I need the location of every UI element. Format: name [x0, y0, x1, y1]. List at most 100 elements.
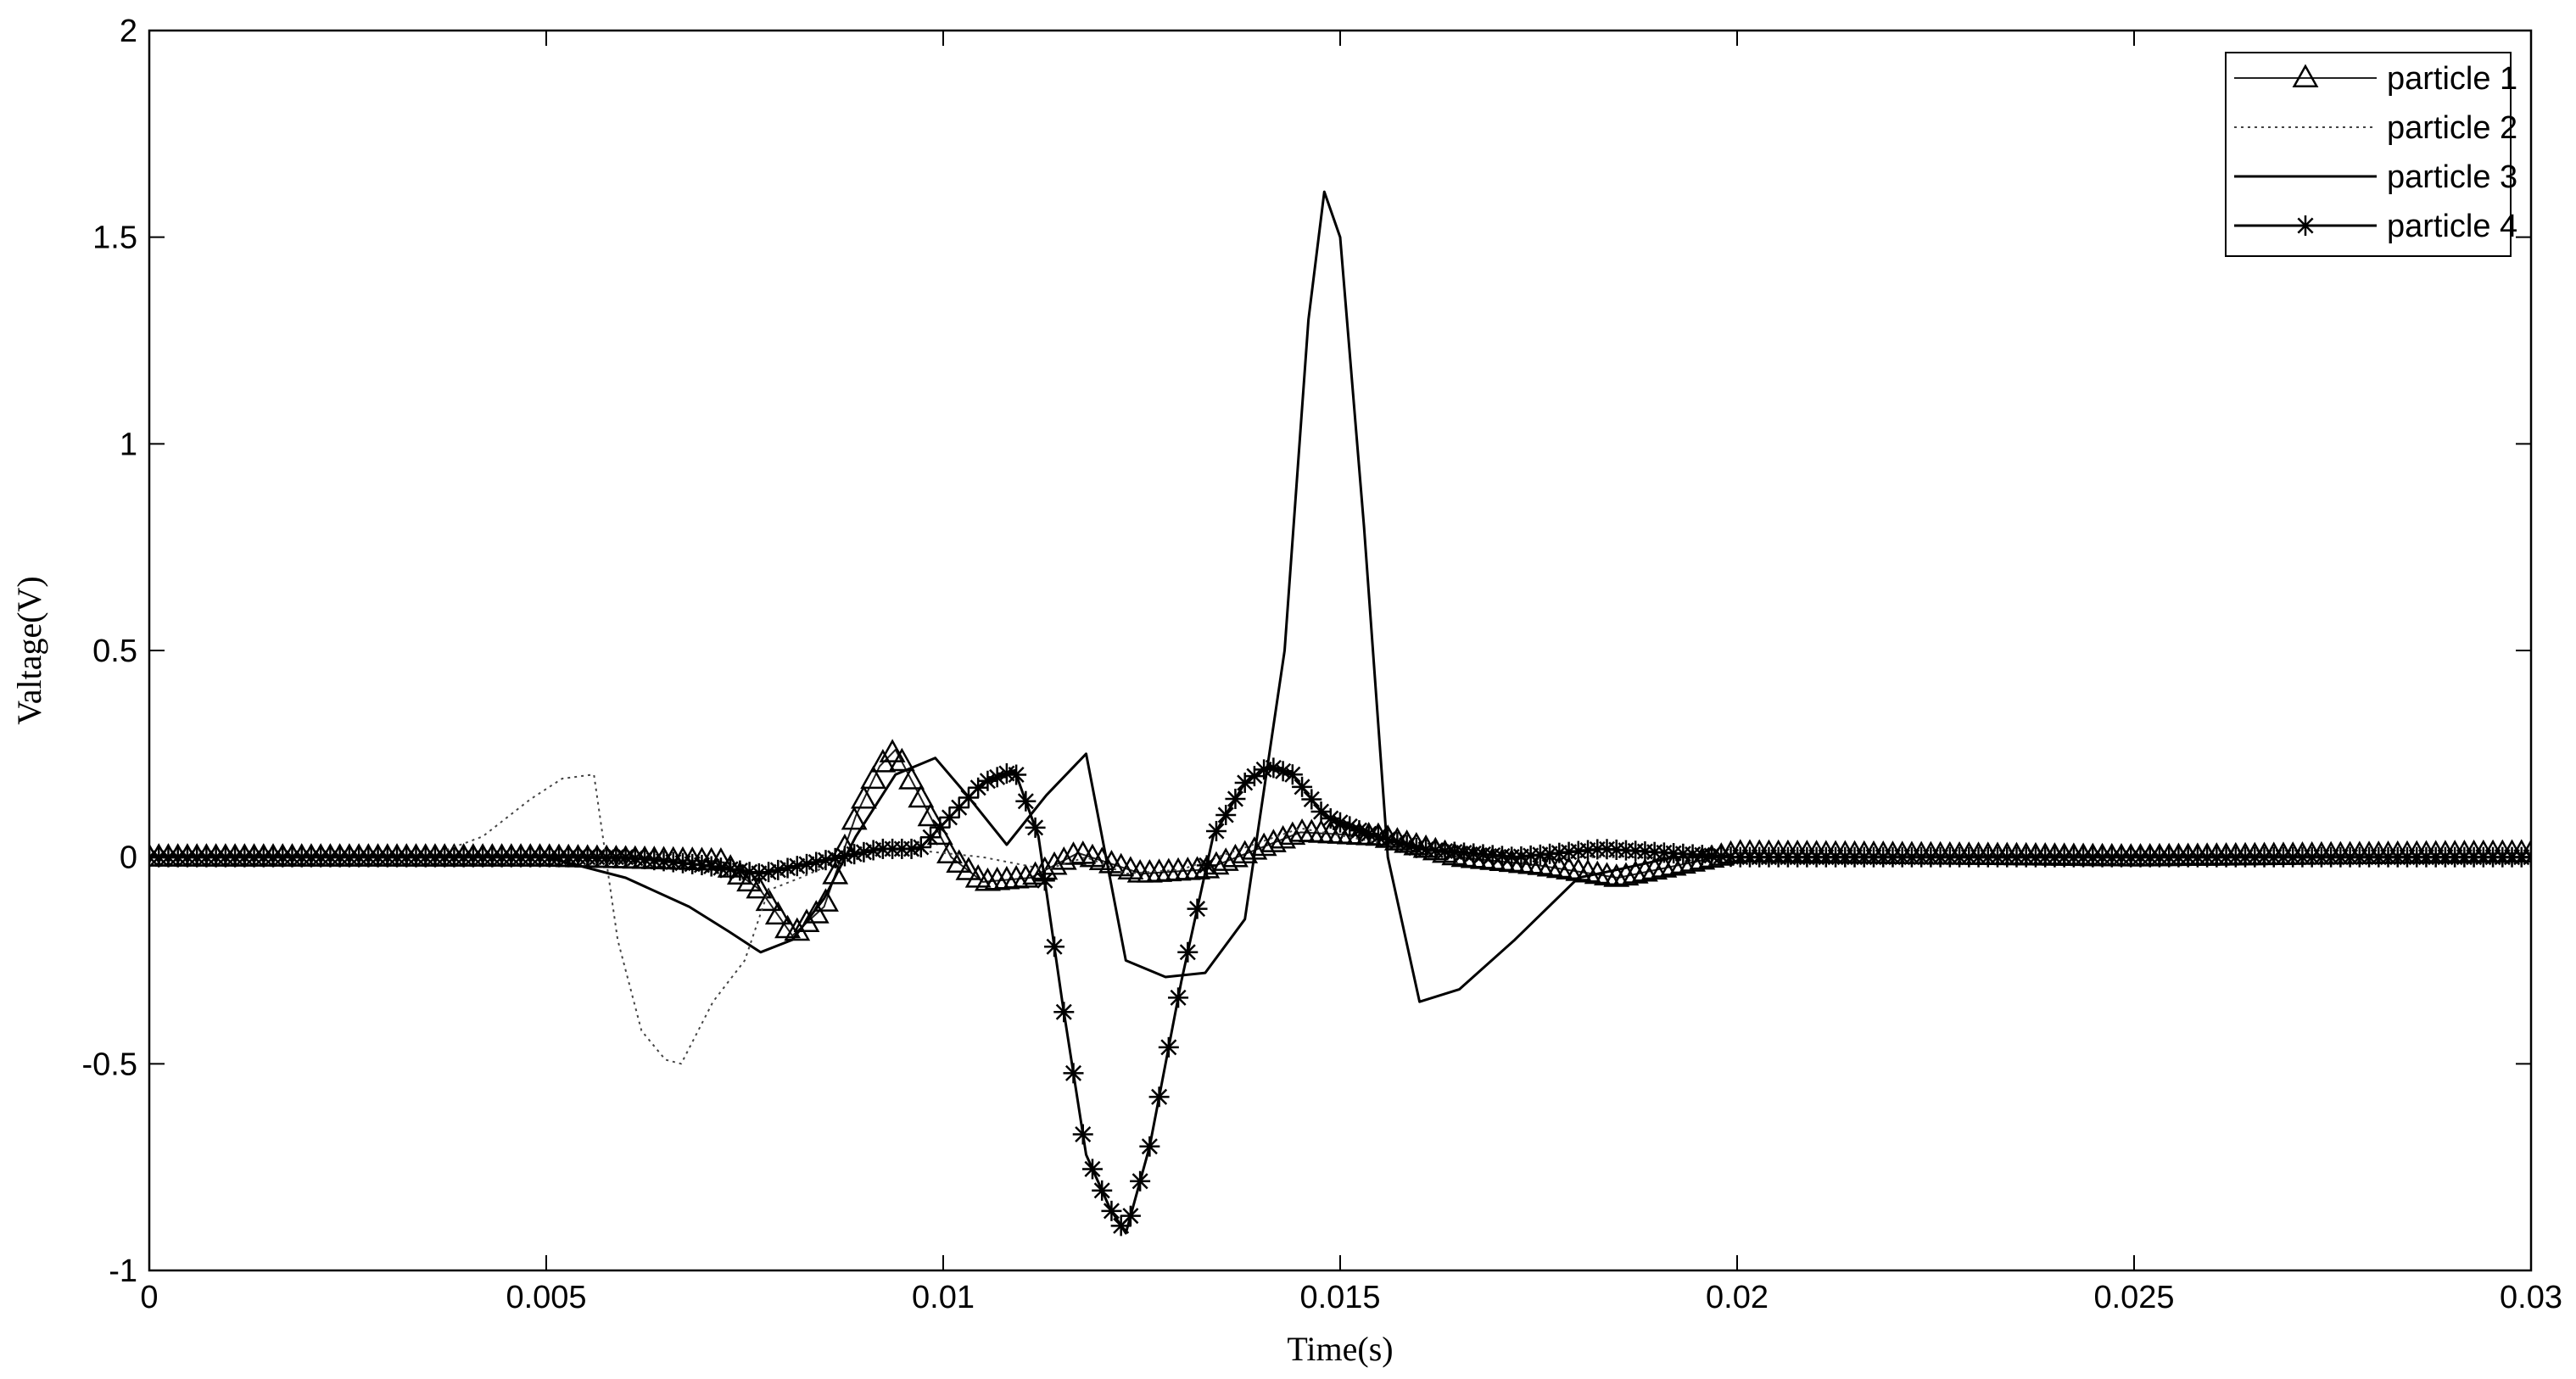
data-point: [1044, 936, 1065, 957]
data-point: [1130, 1170, 1151, 1192]
axis-ticks: [148, 30, 2532, 1271]
x-tick-label: 0.02: [1706, 1280, 1769, 1315]
data-point: [1641, 856, 1668, 880]
legend-entry: particle 1: [2234, 61, 2517, 97]
data-point: [1279, 821, 1306, 846]
series-3: [149, 190, 2531, 1003]
y-tick-label: 2: [120, 14, 137, 49]
data-point: [1603, 863, 1630, 887]
data-point: [1012, 863, 1039, 888]
data-point: [1260, 829, 1287, 852]
data-point: [1110, 1215, 1132, 1237]
plot-area: [148, 29, 2533, 1272]
data-point: [1053, 1002, 1075, 1023]
data-point: [1072, 1124, 1093, 1145]
data-point: [1205, 820, 1227, 841]
data-point: [149, 843, 163, 867]
data-point: [1612, 862, 1640, 886]
data-point: [1120, 1205, 1141, 1226]
data-point: [813, 888, 839, 912]
data-point: [1225, 788, 1246, 809]
data-point: [1101, 1200, 1122, 1221]
data-point: [1250, 832, 1277, 857]
y-axis-title: Valtage(V): [10, 576, 48, 724]
data-point: [1212, 847, 1239, 871]
data-point: [1203, 851, 1230, 875]
y-tick-label: 1.5: [92, 221, 137, 256]
data-point: [1006, 764, 1027, 785]
data-point: [1193, 854, 1221, 879]
data-point: [822, 861, 849, 885]
data-point: [784, 917, 811, 941]
data-point: [1092, 1180, 1113, 1201]
x-tick-label: 0.015: [1299, 1280, 1380, 1315]
x-tick-label: 0.01: [912, 1280, 975, 1315]
data-point: [1177, 941, 1199, 963]
data-point: [1187, 898, 1208, 919]
data-point: [1022, 861, 1049, 885]
x-tick-label: 0.005: [506, 1280, 586, 1315]
data-point: [879, 739, 906, 762]
data-point: [1196, 855, 1217, 876]
data-point: [1292, 776, 1313, 797]
data-point: [888, 747, 915, 772]
data-point: [1263, 757, 1284, 779]
data-point: [1270, 824, 1297, 849]
legend-label: particle 3: [2387, 159, 2517, 195]
axis-tick-labels: 0 0.005 0.01 0.015 0.02 0.025 0.03 -1 -0.5 0 0.5 1 1…: [82, 14, 2562, 1315]
legend-entry: particle 4: [2234, 209, 2517, 244]
data-point: [1232, 840, 1259, 864]
data-point: [841, 806, 868, 830]
data-point: [2521, 846, 2531, 868]
data-point: [764, 901, 791, 925]
data-point: [850, 784, 877, 809]
data-point: [1041, 851, 1068, 875]
data-point: [1015, 790, 1037, 812]
data-point: [793, 908, 820, 932]
legend-marker: [2292, 64, 2319, 88]
y-tick-label: -0.5: [82, 1047, 137, 1082]
data-point: [755, 887, 782, 912]
x-tick-label: 0: [140, 1280, 158, 1315]
legend-label: particle 1: [2387, 61, 2517, 97]
data-point: [1158, 1036, 1179, 1058]
data-point: [1034, 870, 1055, 891]
data-point: [1222, 843, 1249, 868]
x-tick-label: 0.025: [2093, 1280, 2174, 1315]
data-point: [1168, 987, 1189, 1008]
y-tick-label: 1: [120, 427, 137, 462]
legend-label: particle 4: [2387, 209, 2517, 244]
data-point: [1660, 851, 1687, 876]
legend-entry: particle 3: [2234, 159, 2517, 195]
data-point: [955, 857, 982, 880]
data-point: [1139, 1136, 1160, 1157]
data-point: [1148, 1086, 1170, 1108]
data-point: [1025, 817, 1046, 838]
data-point: [1215, 804, 1237, 825]
data-point: [898, 766, 925, 790]
data-point: [1622, 860, 1649, 884]
data-point: [939, 807, 960, 828]
series-4: [149, 757, 2531, 1237]
data-point: [802, 900, 830, 924]
data-point: [1081, 1158, 1103, 1180]
data-point: [1651, 854, 1678, 878]
data-point: [1301, 789, 1322, 810]
legend-marker: [2295, 215, 2316, 236]
data-point: [917, 802, 944, 827]
data-point: [1669, 850, 1696, 874]
data-point: [786, 856, 807, 877]
data-point: [908, 784, 935, 808]
data-point: [1405, 837, 1427, 858]
data-point: [910, 836, 931, 857]
series-layer: [149, 190, 2531, 1237]
x-tick-label: 0.03: [2500, 1280, 2562, 1315]
y-tick-label: -1: [109, 1253, 137, 1289]
series-line: [149, 190, 2531, 1003]
legend-entry: particle 2: [2234, 110, 2517, 146]
data-point: [834, 846, 855, 867]
data-point: [746, 874, 773, 899]
legend: particle 1 particle 2 particle 3 particle 4: [2225, 52, 2517, 257]
data-point: [853, 841, 874, 863]
